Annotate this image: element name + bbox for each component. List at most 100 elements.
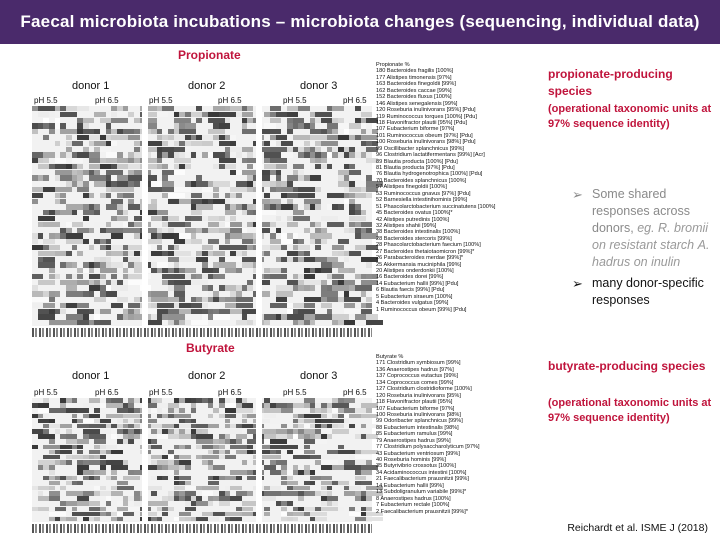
heatmap-cell bbox=[224, 408, 236, 413]
heatmap-cell bbox=[292, 146, 299, 152]
heatmap-cell bbox=[173, 398, 180, 403]
heatmap-cell bbox=[71, 175, 83, 181]
heatmap-cell bbox=[241, 210, 253, 216]
heatmap-cell bbox=[315, 233, 333, 239]
heatmap-cell bbox=[224, 262, 236, 268]
heatmap-cell bbox=[151, 198, 157, 204]
heatmap-cell bbox=[343, 279, 355, 285]
heatmap-cell bbox=[360, 308, 372, 314]
heatmap-cell bbox=[207, 152, 219, 158]
heatmap-cell bbox=[343, 291, 350, 297]
heatmap-cell bbox=[202, 429, 208, 434]
heatmap-cell bbox=[71, 511, 89, 517]
heatmap-cell bbox=[270, 439, 287, 444]
heatmap-cell bbox=[111, 423, 117, 429]
heatmap-cell bbox=[94, 221, 106, 228]
heatmap-cell bbox=[332, 429, 350, 434]
heatmap-cell bbox=[366, 129, 372, 135]
heatmap-cell bbox=[117, 152, 123, 158]
heatmap-cell bbox=[134, 181, 140, 187]
heatmap-cell bbox=[37, 111, 49, 118]
heatmap-cell bbox=[100, 418, 112, 424]
heatmap-cell bbox=[355, 449, 361, 455]
heatmap-cell bbox=[49, 444, 61, 450]
heatmap-cell bbox=[264, 250, 270, 257]
species-entry: 14 Eubacterium hallii [99%] bbox=[376, 482, 444, 489]
heatmap-cell bbox=[168, 256, 185, 262]
heatmap-cell bbox=[60, 129, 78, 135]
heatmap-cell bbox=[247, 444, 253, 450]
heatmap-cell bbox=[236, 111, 242, 118]
heatmap-cell bbox=[264, 403, 270, 408]
heatmap-cell bbox=[219, 297, 225, 303]
heatmap-cell bbox=[326, 192, 344, 199]
heatmap-cell bbox=[247, 449, 253, 455]
heatmap-cell bbox=[71, 187, 83, 193]
heatmap-cell bbox=[281, 506, 287, 512]
heatmap-cell bbox=[77, 279, 89, 285]
heatmap-cell bbox=[349, 413, 367, 419]
heatmap-cell bbox=[43, 152, 55, 158]
heatmap-cell bbox=[190, 302, 202, 309]
heatmap-cell bbox=[100, 454, 106, 460]
heatmap-cell bbox=[202, 268, 219, 274]
but-ph-label: pH 6.5 bbox=[343, 388, 367, 397]
heatmap-cell bbox=[77, 423, 95, 429]
heatmap-cell bbox=[241, 158, 248, 164]
heatmap-cell bbox=[122, 129, 134, 135]
heatmap-cell bbox=[60, 501, 66, 506]
heatmap-cell bbox=[298, 244, 310, 251]
heatmap-cell bbox=[287, 181, 293, 187]
heatmap-cell bbox=[49, 291, 55, 297]
heatmap-cell bbox=[83, 480, 100, 486]
heatmap-cell bbox=[88, 244, 95, 251]
heatmap-cell bbox=[338, 444, 344, 450]
heatmap-cell bbox=[179, 320, 185, 326]
heatmap-cell bbox=[360, 423, 372, 429]
heatmap-cell bbox=[111, 470, 117, 475]
heatmap-cell bbox=[304, 123, 310, 129]
heatmap-cell bbox=[54, 198, 66, 204]
heatmap-cell bbox=[71, 273, 78, 280]
heatmap-cell bbox=[309, 454, 327, 460]
heatmap-cell bbox=[304, 302, 316, 309]
heatmap-cell bbox=[304, 439, 316, 444]
heatmap-cell bbox=[145, 485, 163, 491]
heatmap-cell bbox=[111, 273, 117, 280]
heatmap-cell bbox=[258, 454, 276, 460]
heatmap-cell bbox=[292, 302, 304, 309]
heatmap-cell bbox=[134, 491, 140, 496]
heatmap-cell bbox=[71, 285, 78, 291]
heatmap-cell bbox=[145, 320, 163, 326]
heatmap-cell bbox=[77, 175, 83, 181]
heatmap-cell bbox=[122, 429, 134, 434]
heatmap-cell bbox=[43, 221, 61, 228]
heatmap-cell bbox=[71, 444, 78, 450]
heatmap-cell bbox=[190, 152, 197, 158]
heatmap-cell bbox=[343, 297, 361, 303]
heatmap-cell bbox=[355, 273, 361, 280]
species-entry: 25 Akkermansia muciniphila [99%] bbox=[376, 261, 462, 268]
heatmap-cell bbox=[77, 439, 89, 444]
heatmap-cell bbox=[270, 204, 276, 210]
heatmap-cell bbox=[315, 239, 321, 245]
species-entry: 21 Faecalibacterium prausnitzii [99%] bbox=[376, 476, 469, 483]
heatmap-cell bbox=[111, 181, 117, 187]
heatmap-cell bbox=[111, 111, 117, 118]
heatmap-cell bbox=[173, 408, 180, 413]
heatmap-cell bbox=[196, 439, 214, 444]
heatmap-cell bbox=[304, 169, 316, 175]
but-donor-1-label: donor 1 bbox=[72, 370, 110, 382]
heatmap-cell bbox=[66, 297, 72, 303]
heatmap-cell bbox=[304, 470, 310, 475]
heatmap-cell bbox=[196, 496, 202, 501]
heatmap-cell bbox=[196, 297, 202, 303]
heatmap-cell bbox=[315, 152, 321, 158]
heatmap-cell bbox=[360, 434, 367, 439]
heatmap-cell bbox=[270, 268, 287, 274]
heatmap-cell bbox=[88, 285, 100, 291]
heatmap-cell bbox=[49, 111, 55, 118]
heatmap-cell bbox=[100, 192, 106, 199]
heatmap-cell bbox=[49, 470, 55, 475]
heatmap-cell bbox=[326, 501, 333, 506]
